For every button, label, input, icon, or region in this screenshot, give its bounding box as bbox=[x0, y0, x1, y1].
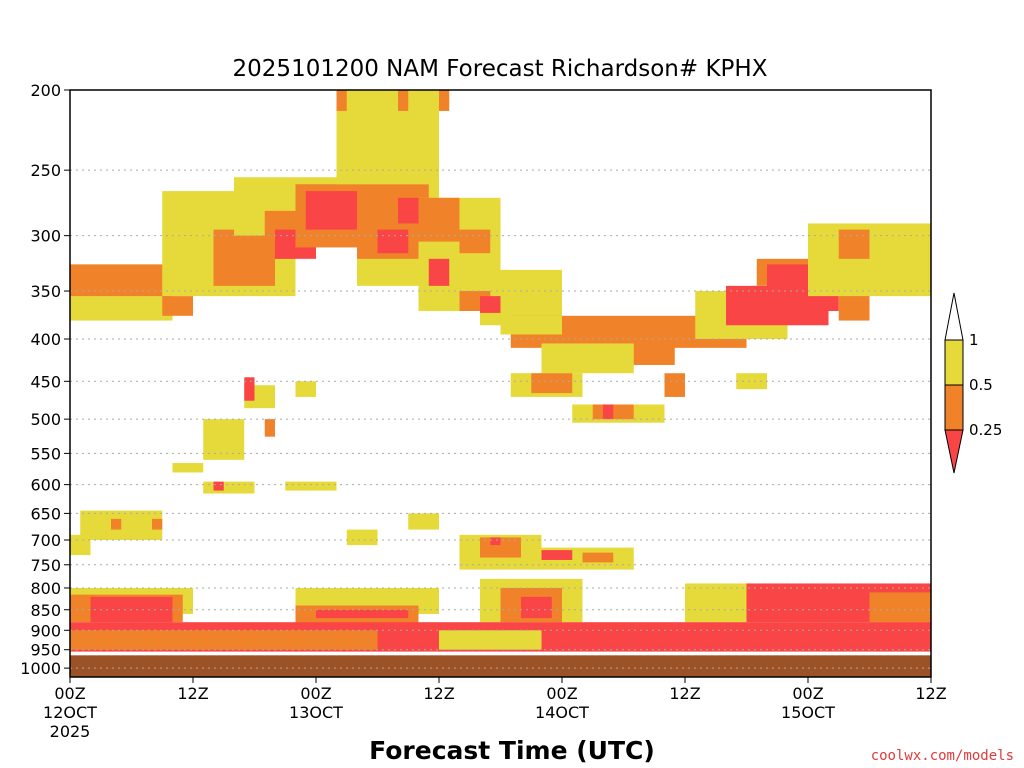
y-tick-250: 250 bbox=[30, 161, 61, 180]
credit-text: coolwx.com/models bbox=[871, 748, 1014, 764]
shade-region-49 bbox=[244, 377, 255, 401]
legend-label-0.25: 0.25 bbox=[969, 421, 1002, 439]
shade-region-62 bbox=[541, 550, 573, 560]
x-tick-label-0-2: 2025 bbox=[50, 722, 91, 741]
x-tick-label-2-1: 13OCT bbox=[289, 703, 343, 722]
shade-region-35 bbox=[838, 229, 870, 259]
shade-region-50 bbox=[295, 381, 316, 397]
shade-region-43 bbox=[203, 419, 245, 460]
shade-region-27 bbox=[541, 343, 634, 374]
y-tick-550: 550 bbox=[30, 444, 61, 463]
shaded-regions bbox=[70, 90, 931, 652]
x-axis-label: Forecast Time (UTC) bbox=[369, 736, 655, 765]
shade-region-18 bbox=[336, 90, 439, 185]
shade-region-41 bbox=[664, 373, 685, 397]
legend-label-1: 1 bbox=[969, 331, 979, 349]
shade-region-53 bbox=[111, 518, 122, 530]
shade-region-57 bbox=[408, 513, 439, 530]
x-tick-label-4-1: 14OCT bbox=[535, 703, 589, 722]
shade-region-17 bbox=[459, 229, 491, 254]
y-tick-750: 750 bbox=[30, 556, 61, 575]
shade-region-3 bbox=[162, 296, 193, 316]
y-tick-850: 850 bbox=[30, 601, 61, 620]
shade-region-16 bbox=[428, 258, 450, 286]
plot-frame bbox=[69, 89, 932, 678]
shade-region-78 bbox=[439, 630, 542, 650]
y-tick-600: 600 bbox=[30, 476, 61, 495]
x-tick-label-5-0: 12Z bbox=[669, 684, 700, 703]
shade-region-45 bbox=[203, 481, 255, 494]
shade-region-37 bbox=[531, 373, 573, 394]
y-tick-200: 200 bbox=[30, 81, 61, 100]
shade-region-20 bbox=[398, 90, 409, 111]
shade-region-12 bbox=[398, 197, 419, 224]
shade-region-77 bbox=[70, 630, 378, 650]
shade-region-40 bbox=[603, 404, 614, 420]
y-tick-400: 400 bbox=[30, 330, 61, 349]
legend-swatch-0.5-1 bbox=[944, 339, 964, 386]
legend-swatch-0.25-0.5 bbox=[944, 384, 964, 431]
shade-region-55 bbox=[70, 534, 91, 556]
y-tick-900: 900 bbox=[30, 621, 61, 640]
shade-region-21 bbox=[439, 90, 450, 111]
shade-region-69 bbox=[316, 609, 409, 619]
y-tick-300: 300 bbox=[30, 227, 61, 246]
x-tick-label-4-0: 00Z bbox=[546, 684, 577, 703]
shade-region-60 bbox=[490, 537, 501, 546]
y-axis: 200 250 300 350 400 450 500 550 600 650 700 750 800 8… bbox=[20, 81, 70, 678]
shade-region-72 bbox=[521, 596, 552, 619]
y-tick-650: 650 bbox=[30, 504, 61, 523]
color-legend: 1 0.5 0.25 bbox=[944, 292, 1002, 474]
chart-title: 2025101200 NAM Forecast Richardson# KPHX bbox=[233, 56, 768, 82]
shade-region-46 bbox=[213, 481, 224, 491]
x-tick-label-0-1: 12OCT bbox=[43, 703, 97, 722]
shade-region-19 bbox=[336, 90, 347, 111]
shade-region-15 bbox=[418, 197, 460, 242]
shade-region-54 bbox=[152, 518, 163, 530]
y-tick-950: 950 bbox=[30, 641, 61, 660]
shade-region-51 bbox=[264, 419, 275, 437]
y-tick-350: 350 bbox=[30, 282, 61, 301]
x-tick-label-7-0: 12Z bbox=[915, 684, 946, 703]
shade-region-42 bbox=[736, 373, 767, 390]
y-tick-700: 700 bbox=[30, 531, 61, 550]
x-tick-label-6-0: 00Z bbox=[792, 684, 823, 703]
plot-area bbox=[70, 90, 931, 677]
shade-region-56 bbox=[346, 529, 378, 546]
legend-swatch-below-0.25 bbox=[944, 429, 964, 474]
shade-region-13 bbox=[377, 229, 409, 254]
shade-region-28 bbox=[500, 315, 562, 335]
x-tick-label-0-0: 00Z bbox=[54, 684, 85, 703]
x-tick-label-3-0: 12Z bbox=[423, 684, 454, 703]
terrain-fill bbox=[70, 655, 931, 677]
shade-region-44 bbox=[172, 463, 204, 473]
y-tick-1000: 1000 bbox=[20, 659, 61, 678]
y-tick-800: 800 bbox=[30, 579, 61, 598]
shade-region-75 bbox=[869, 592, 931, 623]
legend-swatch-top bbox=[944, 292, 964, 341]
shade-region-1 bbox=[70, 264, 173, 297]
shade-region-47 bbox=[285, 481, 337, 491]
legend-label-0.5: 0.5 bbox=[969, 376, 993, 394]
x-tick-label-2-0: 00Z bbox=[300, 684, 331, 703]
y-tick-500: 500 bbox=[30, 410, 61, 429]
shade-region-63 bbox=[582, 552, 614, 563]
x-tick-label-6-1: 15OCT bbox=[781, 703, 835, 722]
y-tick-450: 450 bbox=[30, 372, 61, 391]
x-tick-label-1-0: 12Z bbox=[177, 684, 208, 703]
shade-region-24 bbox=[480, 296, 501, 313]
